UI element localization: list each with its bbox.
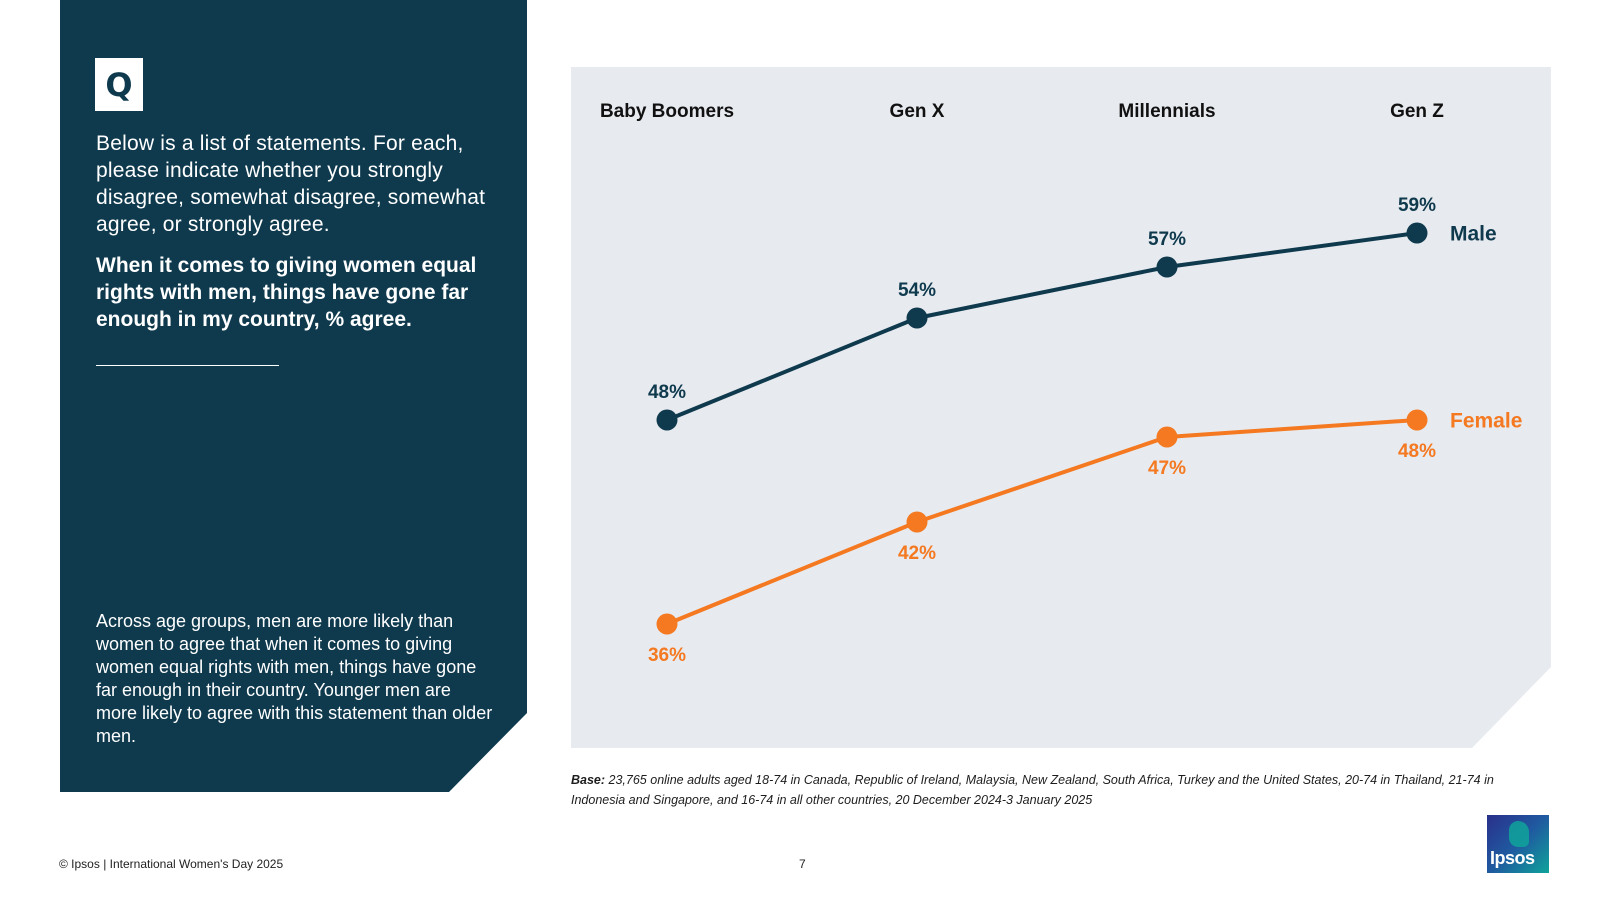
ipsos-logo: Ipsos [1487,815,1549,873]
question-text: Below is a list of statements. For each,… [96,132,486,236]
data-label: 48% [1398,441,1436,462]
summary-text: Across age groups, men are more likely t… [96,611,493,746]
series-line-female [666,418,1418,626]
divider [96,365,279,366]
question-statement: When it comes to giving women equal righ… [96,254,477,331]
base-label: Base: [571,773,606,787]
data-label: 42% [898,543,936,564]
data-point [1406,409,1428,431]
data-label: 59% [1398,195,1436,216]
data-label: 47% [1148,458,1186,479]
series-name-label: Male [1450,223,1497,246]
series-line-male [666,231,1418,422]
data-point [1406,222,1428,244]
logo-text: Ipsos [1490,848,1535,868]
line-chart: Baby Boomers Gen X Millennials Gen Z 48% 54% 5… [600,101,1522,666]
category-label: Gen X [890,101,945,122]
data-point [1156,256,1178,278]
data-point [656,409,678,431]
category-label: Millennials [1118,101,1215,122]
question-marker: Q [95,58,143,111]
base-note: Base: 23,765 online adults aged 18-74 in… [571,770,1551,810]
base-text: 23,765 online adults aged 18-74 in Canad… [571,773,1494,807]
data-point [1156,426,1178,448]
data-label: 54% [898,280,936,301]
data-label: 36% [648,645,686,666]
category-label: Gen Z [1390,101,1444,122]
footer-copyright: © Ipsos | International Women's Day 2025 [59,857,284,871]
data-label: 57% [1148,229,1186,250]
page-number: 7 [799,857,806,871]
data-label: 48% [648,382,686,403]
category-label: Baby Boomers [600,101,734,122]
question-panel: Q Below is a list of statements. For eac… [60,0,527,792]
series-name-label: Female [1450,410,1522,433]
logo-head-shape [1509,821,1529,847]
data-point [656,613,678,635]
chart-area: Baby Boomers Gen X Millennials Gen Z 48% 54% 5… [571,67,1551,748]
data-point [906,307,928,329]
data-point [906,511,928,533]
